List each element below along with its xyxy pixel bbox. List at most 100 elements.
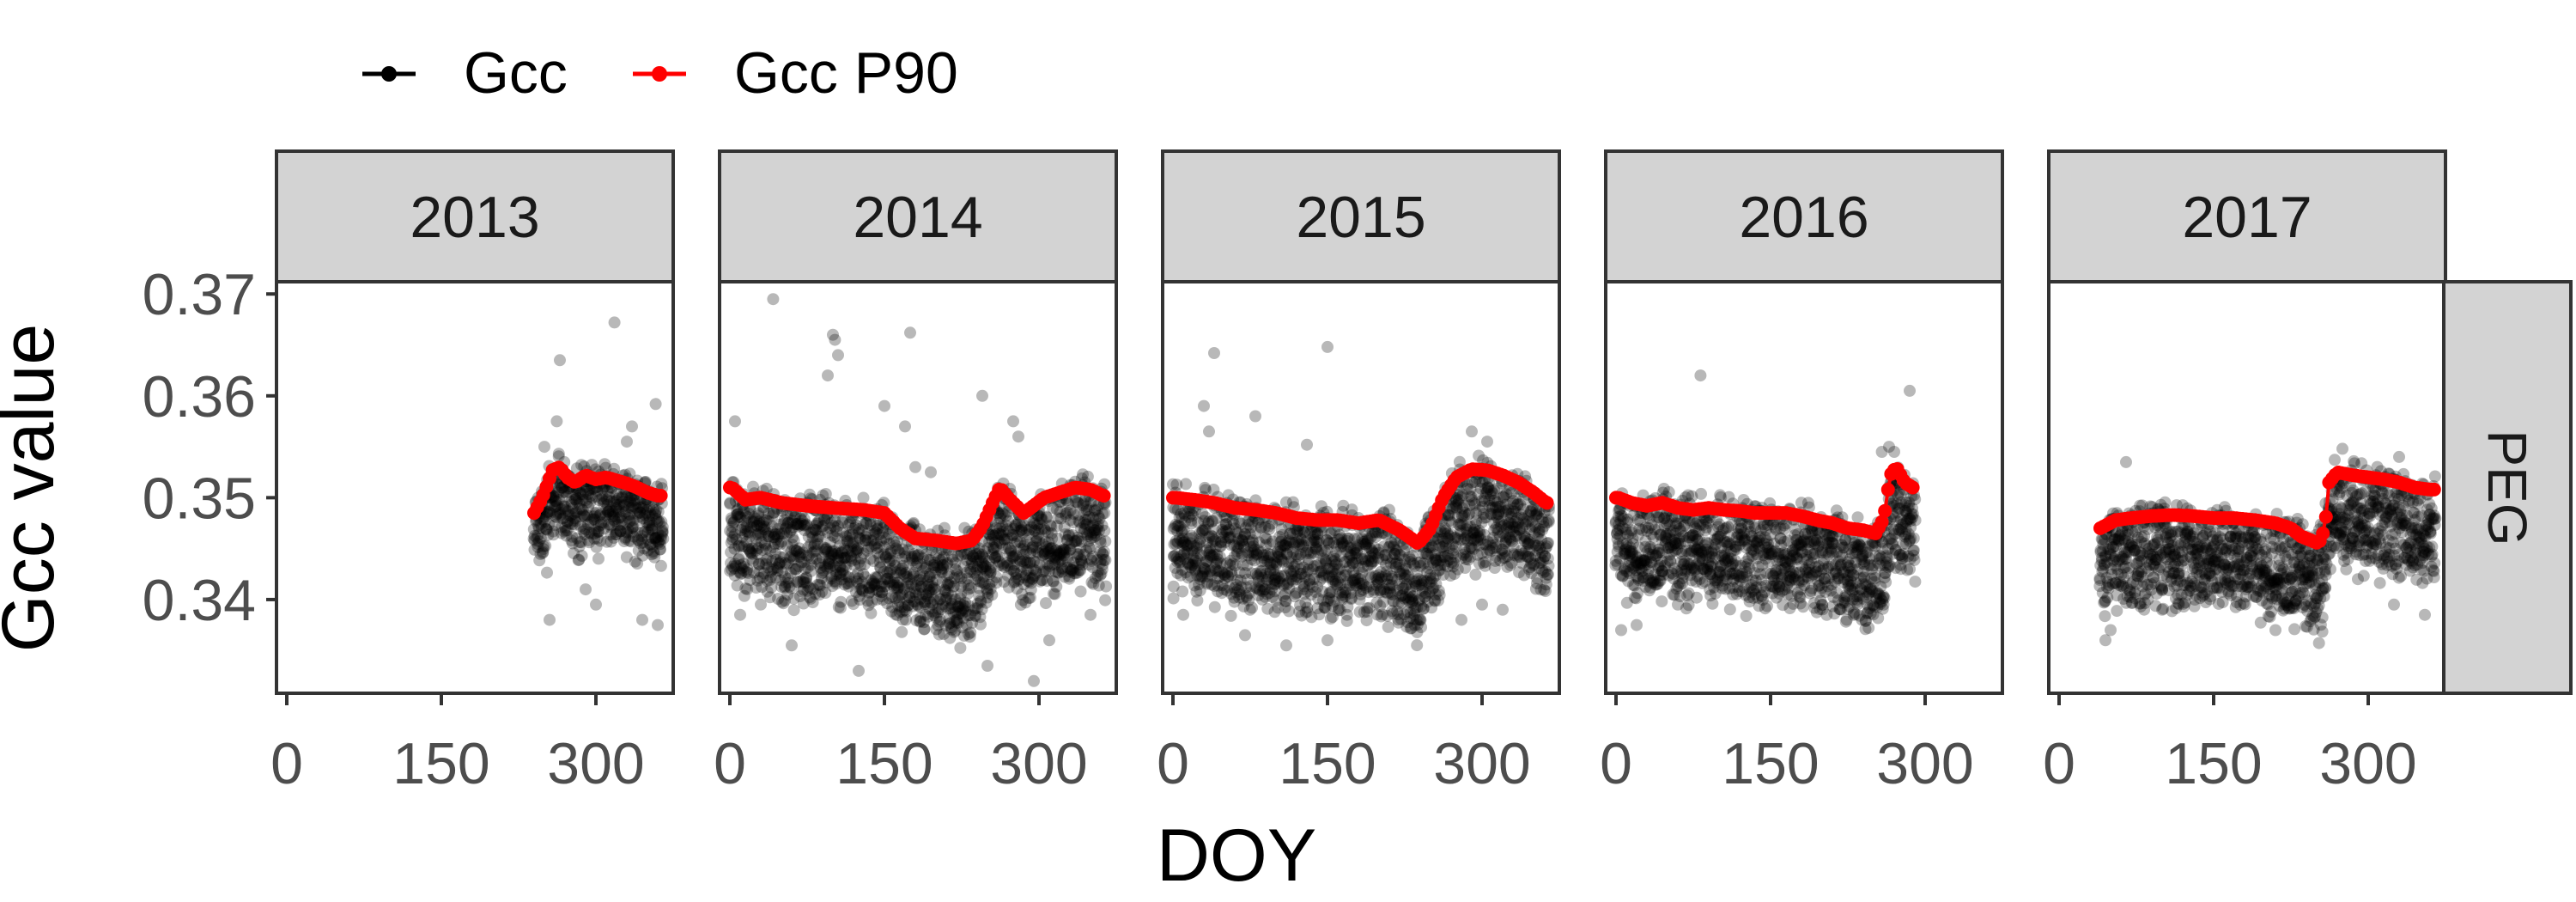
gcc-point [875,534,887,547]
gcc-point [1723,603,1736,616]
gcc-point [550,511,562,523]
gcc-point [528,533,541,546]
gcc-point [729,558,741,570]
gcc-point [568,507,581,520]
gcc-point [616,491,629,504]
gcc-point [845,554,858,567]
gcc-point [1851,511,1864,524]
gcc-point [744,574,756,587]
gcc-point [892,581,905,594]
gcc-point [908,548,920,561]
gcc-point [825,545,837,558]
gcc-point [769,538,781,551]
gcc-point [644,507,657,520]
gcc-point [896,543,909,556]
gcc-point [785,567,797,579]
gcc-point [923,584,936,597]
gcc-point [781,509,793,522]
gcc-point [924,554,936,567]
gcc-point [844,576,857,588]
gcc-point [797,576,810,588]
gcc-point [798,556,811,569]
gcc-point [894,564,907,576]
gcc-point [1404,612,1416,625]
gcc-point [653,535,665,548]
gcc-point [901,594,914,606]
gcc-point [888,535,900,548]
gcc-point [762,527,774,539]
gcc-point [841,536,854,549]
panel-strip-label-2016: 2016 [1739,185,1868,250]
gcc-point [930,573,943,586]
gcc-point [528,543,541,556]
gcc-point [798,576,811,589]
gcc-point [573,492,585,505]
gcc-point [629,555,641,568]
x-tick-label-2014-150: 150 [835,731,933,796]
gcc-point [541,523,554,536]
gcc-point [811,517,823,530]
gcc-point [814,579,827,592]
gcc-point [798,519,811,532]
gcc-point [653,538,666,551]
gcc-point [887,579,900,592]
gcc-point [921,575,934,588]
gcc-point [827,547,840,560]
gcc-point [847,537,860,550]
gcc-point [788,511,801,524]
gcc-point [730,509,743,521]
gcc-point [790,545,803,558]
gcc-point [607,508,620,521]
gcc-point [543,505,556,518]
x-tick-label-2015-0: 0 [1157,731,1189,796]
gcc-point [734,511,747,524]
gcc-point [574,536,587,549]
gcc-point [908,566,920,579]
gcc-point [750,513,762,526]
gcc-point [580,583,592,596]
gcc-point [854,559,867,572]
gcc-point [812,530,825,543]
gcc-point [760,514,773,527]
gcc-point [582,488,595,501]
gcc-point [544,613,556,626]
gcc-point [911,557,924,570]
gcc-point [577,509,590,521]
gcc-point [869,578,882,591]
gcc-point [621,527,634,539]
gcc-point [927,609,939,622]
gcc-point [556,482,568,495]
gcc-point [802,550,815,563]
gcc-point [762,561,775,574]
gcc-point [611,513,624,526]
gcc-point [797,597,810,610]
gcc-point [779,580,792,593]
gcc-point [654,559,667,572]
gcc-point [933,552,945,564]
gcc-point [745,552,758,565]
gcc-point [920,560,933,572]
gcc-p90-point [653,489,668,503]
gcc-point [578,510,591,523]
gcc-point [817,545,830,558]
gcc-point [891,576,903,589]
gcc-point [589,507,601,520]
gcc-point [769,528,781,541]
gcc-point [762,530,775,543]
gcc-point [640,507,653,519]
gcc-point [855,582,868,595]
gcc-point [800,549,813,562]
gcc-p90-point [1540,496,1554,510]
gcc-point [728,542,741,555]
gcc-point [866,534,878,547]
gcc-point [1656,595,1668,608]
gcc-point [556,481,568,494]
gcc-point [794,575,807,588]
gcc-point [552,448,565,460]
gcc-point [550,499,563,512]
gcc-point [766,526,778,539]
gcc-point [1880,576,1893,588]
gcc-point [775,527,788,540]
gcc-point [607,532,620,545]
